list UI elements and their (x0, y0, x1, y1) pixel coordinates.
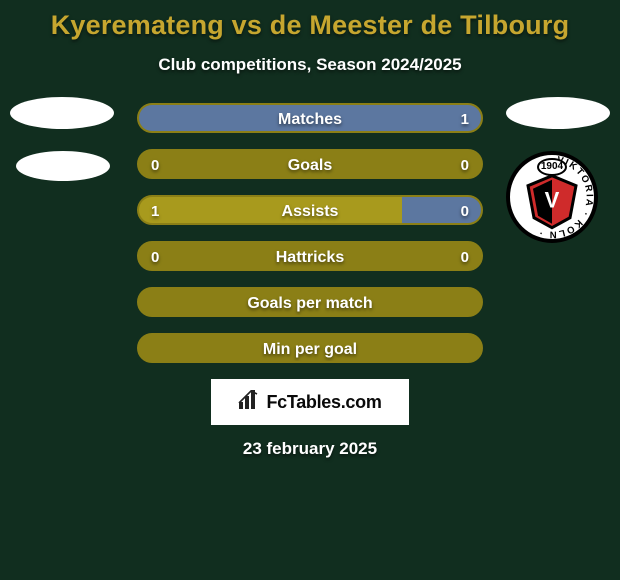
stat-label: Matches (139, 105, 481, 131)
comparison-card: Kyeremateng vs de Meester de Tilbourg Cl… (0, 0, 620, 580)
stat-label: Hattricks (139, 243, 481, 269)
club-logo-icon: VIKTORIA · KÖLN · V 1904 (506, 151, 598, 243)
svg-text:VIKTORIA · KÖLN ·: VIKTORIA · KÖLN · (536, 155, 594, 239)
stat-label: Assists (139, 197, 481, 223)
stat-value-left: 0 (151, 243, 159, 269)
stat-rows: Matches1Goals00Assists10Hattricks00Goals… (137, 103, 483, 363)
club-ring-text: VIKTORIA · KÖLN · (536, 155, 594, 239)
stat-row: Assists1 0 (137, 195, 483, 225)
source-badge: FcTables.com (211, 379, 409, 425)
page-title: Kyeremateng vs de Meester de Tilbourg (0, 10, 620, 41)
stat-value-right: 0 (461, 197, 469, 223)
stat-value-right: 0 (461, 151, 469, 177)
player-left-badge (10, 97, 114, 203)
date-label: 23 february 2025 (0, 439, 620, 459)
stat-value-right: 0 (461, 243, 469, 269)
stat-value-left: 1 (151, 197, 159, 223)
placeholder-oval-icon (10, 97, 114, 129)
subtitle: Club competitions, Season 2024/2025 (0, 55, 620, 75)
stat-label: Goals per match (139, 289, 481, 315)
stat-row: Goals0 0 (137, 149, 483, 179)
stat-row: Goals per match (137, 287, 483, 317)
stat-value-right: 1 (461, 105, 469, 131)
stat-row: Min per goal (137, 333, 483, 363)
player-right-badge: VIKTORIA · KÖLN · V 1904 (506, 97, 610, 243)
stat-label: Goals (139, 151, 481, 177)
comparison-grid: VIKTORIA · KÖLN · V 1904 Matches1Goals00… (0, 103, 620, 363)
bars-icon (238, 390, 260, 415)
stat-row: Hattricks0 0 (137, 241, 483, 271)
source-text: FcTables.com (266, 392, 381, 413)
club-year: 1904 (537, 158, 567, 176)
stat-label: Min per goal (139, 335, 481, 361)
stat-row: Matches1 (137, 103, 483, 133)
placeholder-oval-icon (506, 97, 610, 129)
placeholder-oval-icon (16, 151, 110, 181)
svg-text:V: V (545, 188, 560, 213)
stat-value-left: 0 (151, 151, 159, 177)
